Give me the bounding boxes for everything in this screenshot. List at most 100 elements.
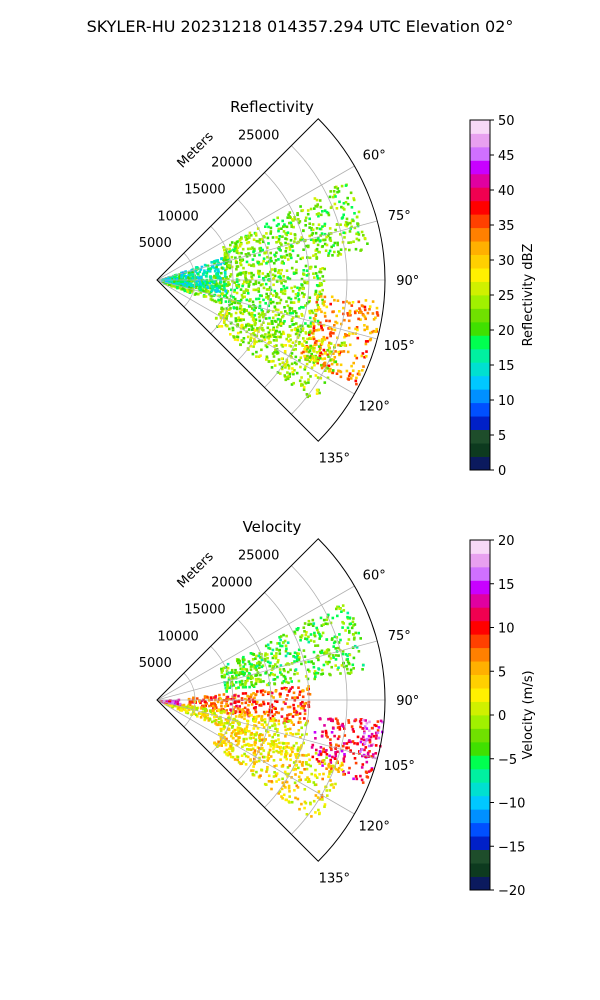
- echo-gate: [252, 715, 256, 719]
- echo-gate: [271, 236, 275, 239]
- echo-gate: [241, 731, 244, 734]
- echo-gate: [226, 695, 230, 699]
- echo-gate: [352, 240, 355, 243]
- echo-gate: [313, 359, 316, 362]
- echo-gate: [252, 263, 255, 266]
- echo-gate: [254, 322, 257, 325]
- echo-gate: [320, 292, 323, 296]
- echo-gate: [315, 748, 318, 752]
- colorbar-swatch: [470, 661, 490, 676]
- echo-gate: [243, 717, 246, 721]
- echo-gate: [204, 289, 208, 292]
- echo-gate: [318, 750, 322, 753]
- echo-gate: [280, 365, 284, 369]
- echo-gate: [239, 307, 242, 310]
- echo-gate: [313, 731, 317, 734]
- echo-gate: [279, 692, 282, 696]
- colorbar-swatch: [470, 688, 490, 702]
- echo-gate: [225, 312, 229, 316]
- echo-gate: [321, 631, 325, 635]
- echo-gate: [269, 256, 273, 260]
- echo-gate: [323, 381, 327, 384]
- echo-gate: [356, 222, 360, 226]
- echo-gate: [365, 775, 369, 778]
- echo-gate: [268, 340, 271, 344]
- echo-gate: [246, 712, 250, 716]
- echo-gate: [249, 247, 253, 250]
- echo-gate: [363, 324, 366, 327]
- echo-gate: [346, 350, 350, 354]
- echo-gate: [280, 322, 283, 325]
- echo-gate: [230, 734, 233, 738]
- echo-gate: [303, 281, 307, 285]
- echo-gate: [286, 714, 289, 717]
- echo-gate: [322, 335, 326, 339]
- echo-gate: [354, 247, 358, 251]
- echo-gate: [311, 228, 315, 232]
- echo-gate: [244, 732, 247, 736]
- echo-gate: [215, 264, 219, 267]
- echo-gate: [318, 811, 321, 815]
- echo-gate: [214, 722, 217, 725]
- echo-gate: [240, 701, 244, 705]
- echo-gate: [322, 238, 326, 242]
- echo-gate: [273, 261, 276, 265]
- echo-gate: [279, 318, 282, 321]
- echo-gate: [338, 353, 341, 357]
- echo-gate: [315, 671, 318, 675]
- echo-gate: [249, 758, 252, 761]
- echo-gate: [258, 756, 261, 760]
- echo-gate: [299, 356, 303, 359]
- echo-gate: [303, 800, 307, 804]
- echo-gate: [255, 654, 258, 658]
- echo-gate: [240, 697, 244, 700]
- echo-gate: [239, 318, 242, 322]
- echo-gate: [223, 705, 227, 708]
- echo-gate: [238, 255, 242, 259]
- echo-gate: [195, 282, 198, 285]
- echo-gate: [291, 367, 294, 370]
- echo-gate: [245, 710, 249, 714]
- echo-gate: [273, 673, 276, 677]
- echo-gate: [195, 697, 199, 700]
- echo-gate: [271, 724, 274, 728]
- echo-gate: [302, 754, 306, 757]
- echo-gate: [279, 758, 282, 761]
- echo-gate: [209, 696, 213, 699]
- echo-gate: [264, 282, 268, 286]
- echo-gate: [351, 301, 355, 304]
- echo-gate: [242, 737, 246, 741]
- echo-gate: [260, 717, 263, 721]
- echo-gate: [280, 750, 284, 753]
- echo-gate: [281, 777, 284, 781]
- echo-gate: [316, 296, 319, 299]
- colorbar-swatch: [470, 728, 490, 743]
- echo-gate: [260, 237, 264, 241]
- echo-gate: [307, 660, 310, 664]
- echo-gate: [272, 759, 276, 762]
- echo-gate: [297, 754, 301, 757]
- echo-gate: [342, 770, 345, 773]
- echo-gate: [303, 354, 306, 358]
- echo-gate: [265, 770, 268, 773]
- echo-gate: [349, 671, 353, 674]
- echo-gate: [339, 672, 342, 675]
- echo-gate: [292, 301, 296, 304]
- colorbar-tick-label: 30: [498, 254, 515, 269]
- echo-gate: [236, 728, 239, 731]
- echo-gate: [319, 746, 323, 749]
- echo-gate: [179, 282, 183, 285]
- echo-gate: [351, 663, 355, 667]
- echo-gate: [277, 258, 280, 261]
- echo-gate: [312, 640, 316, 643]
- echo-gate: [368, 305, 372, 308]
- echo-gate: [176, 702, 179, 706]
- echo-gate: [312, 665, 316, 669]
- echo-gate: [361, 668, 364, 671]
- echo-gate: [368, 720, 371, 724]
- echo-gate: [332, 190, 336, 193]
- echo-gate: [216, 268, 220, 271]
- echo-gate: [288, 801, 291, 804]
- echo-gate: [312, 324, 316, 328]
- echo-gate: [321, 759, 325, 763]
